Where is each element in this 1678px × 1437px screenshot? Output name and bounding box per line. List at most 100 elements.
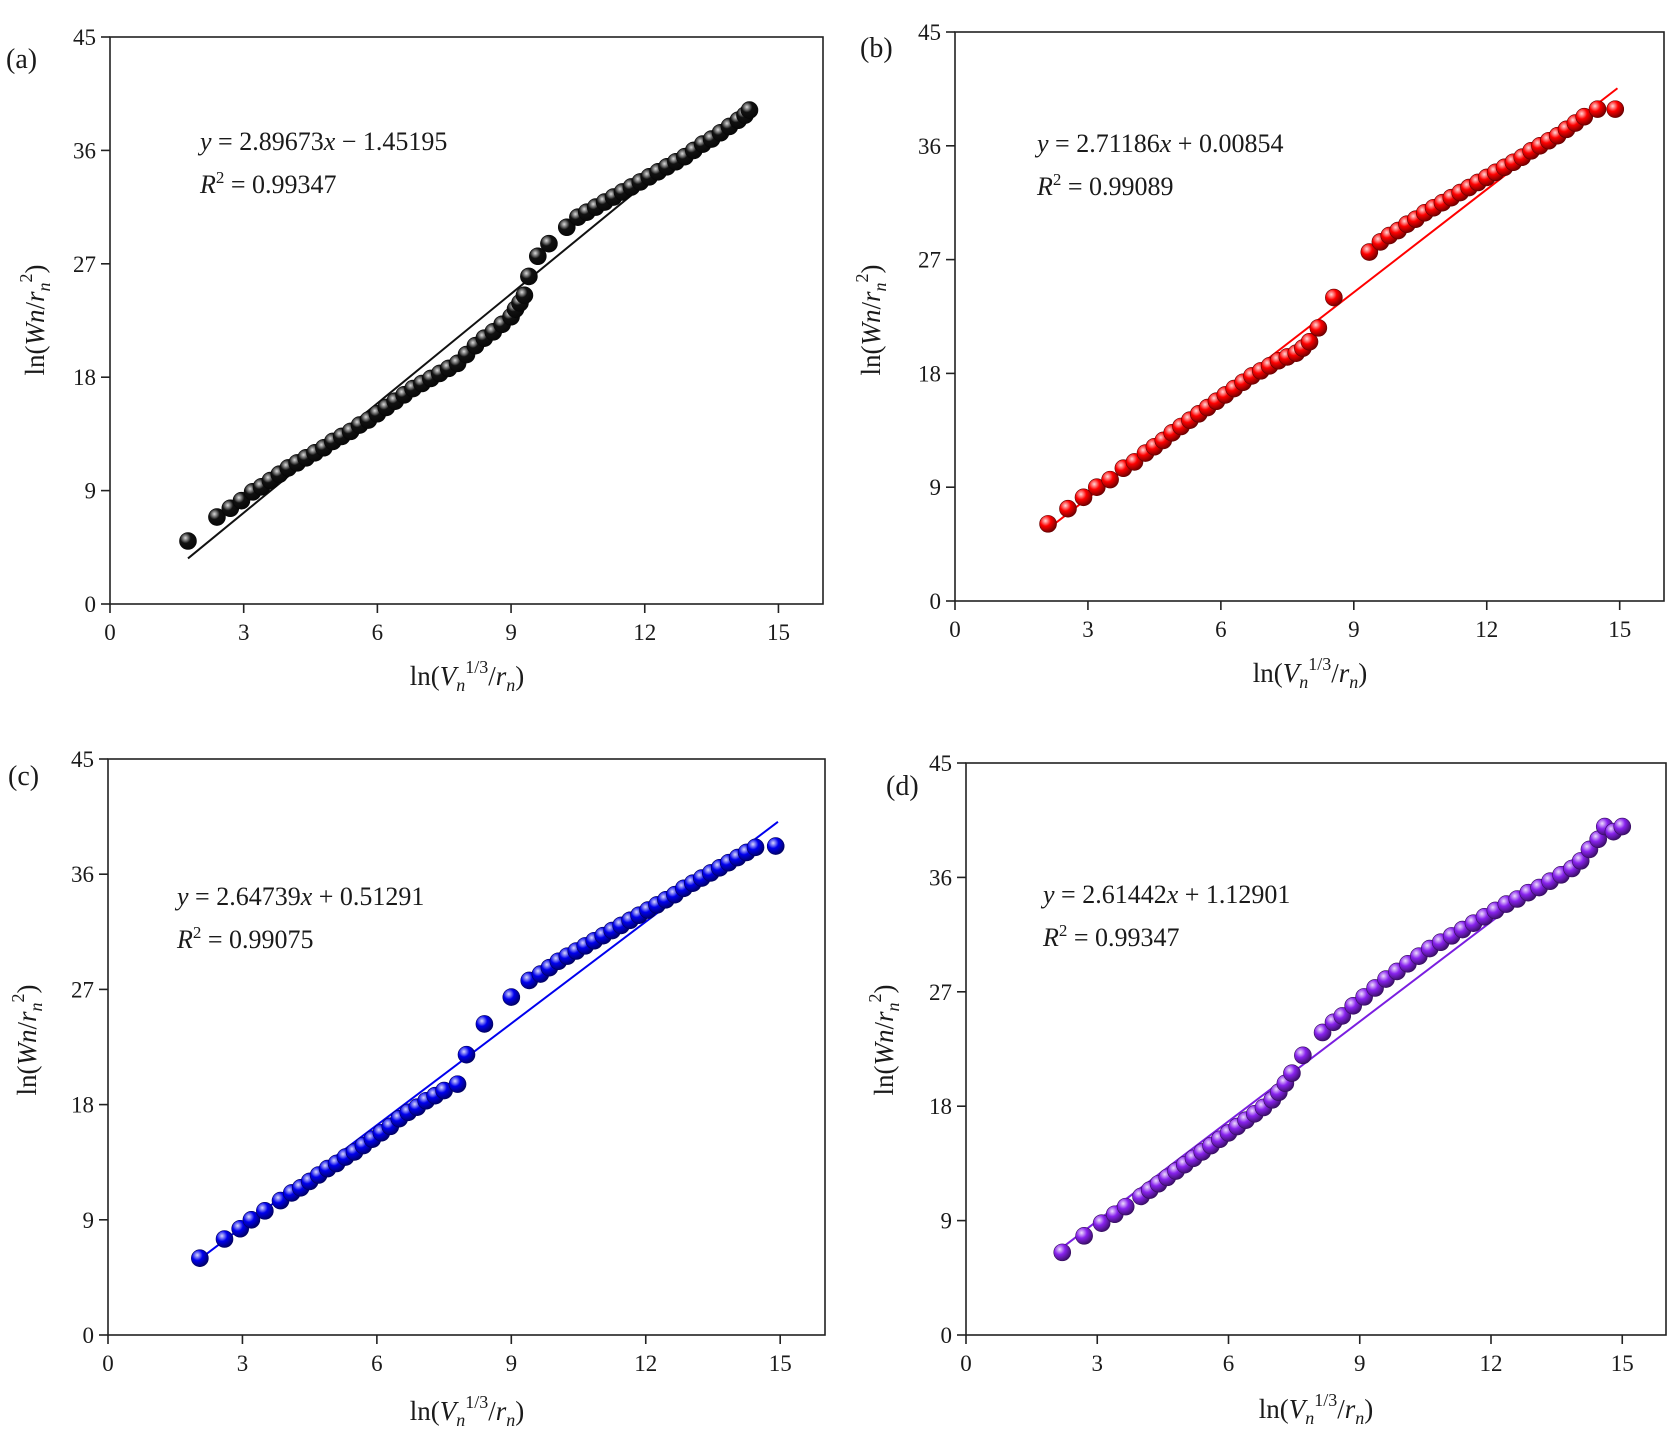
y-tick-label: 0 xyxy=(83,1323,95,1348)
data-point xyxy=(1309,319,1328,337)
x-tick-label: 3 xyxy=(238,620,250,645)
x-axis-label: ln(Vn1/3/rn) xyxy=(1253,654,1368,692)
x-tick-label: 15 xyxy=(1608,617,1631,642)
y-tick-label: 9 xyxy=(930,475,942,500)
x-tick-label: 3 xyxy=(237,1351,249,1376)
x-tick-label: 15 xyxy=(769,1351,792,1376)
plot-frame xyxy=(109,36,824,605)
y-tick-label: 9 xyxy=(85,479,97,504)
data-point xyxy=(520,267,538,286)
data-point xyxy=(1575,107,1594,126)
data-point xyxy=(1606,100,1625,118)
fit-line xyxy=(187,172,659,560)
data-point xyxy=(502,988,521,1006)
y-axis-label: ln(Wn/rn2) xyxy=(16,264,54,375)
data-point xyxy=(1283,1064,1301,1082)
y-tick-label: 36 xyxy=(73,138,96,163)
x-tick-label: 3 xyxy=(1092,1351,1104,1376)
data-point xyxy=(191,1249,209,1267)
data-point xyxy=(766,837,785,855)
x-tick-label: 6 xyxy=(371,1351,383,1376)
y-tick-label: 27 xyxy=(71,977,94,1002)
data-point xyxy=(215,1230,234,1248)
y-axis-label: ln(Wn/rn2) xyxy=(865,984,903,1095)
x-tick-label: 9 xyxy=(1348,617,1360,642)
y-tick-label: 36 xyxy=(929,865,952,890)
y-tick-label: 9 xyxy=(83,1208,95,1233)
y-tick-label: 27 xyxy=(73,252,96,277)
x-tick-label: 0 xyxy=(949,617,961,642)
x-tick-label: 9 xyxy=(1354,1351,1366,1376)
fit-equation: y = 2.64739x + 0.51291 xyxy=(174,882,424,911)
x-axis-label: ln(Vn1/3/rn) xyxy=(1259,1390,1374,1428)
x-axis-label: ln(Vn1/3/rn) xyxy=(410,1392,525,1430)
r-squared: R2 = 0.99089 xyxy=(1036,170,1174,201)
x-tick-label: 12 xyxy=(633,620,656,645)
data-point xyxy=(1101,470,1119,489)
fit-equation: y = 2.71186x + 0.00854 xyxy=(1034,129,1283,158)
data-point xyxy=(1053,1243,1072,1262)
data-point xyxy=(208,508,226,526)
y-tick-label: 45 xyxy=(918,20,941,45)
data-point xyxy=(242,1211,261,1229)
data-point xyxy=(1360,243,1379,261)
data-point xyxy=(457,1045,476,1064)
x-tick-label: 6 xyxy=(1215,617,1227,642)
fit-equation: y = 2.61442x + 1.12901 xyxy=(1040,880,1290,909)
x-tick-label: 15 xyxy=(767,620,790,645)
panel-label: (d) xyxy=(886,771,919,802)
y-tick-label: 18 xyxy=(918,361,941,386)
y-tick-label: 27 xyxy=(929,980,952,1005)
r-squared: R2 = 0.99347 xyxy=(199,168,337,199)
y-tick-label: 9 xyxy=(941,1209,953,1234)
x-tick-label: 9 xyxy=(505,620,517,645)
data-point xyxy=(1588,100,1607,118)
data-point xyxy=(746,838,765,857)
x-tick-label: 12 xyxy=(1475,617,1498,642)
data-point xyxy=(1300,332,1319,351)
data-point xyxy=(1039,515,1057,533)
y-tick-label: 45 xyxy=(73,25,96,50)
r-squared: R2 = 0.99347 xyxy=(1042,921,1180,952)
x-tick-label: 12 xyxy=(634,1351,657,1376)
panel-label: (c) xyxy=(8,761,39,792)
fit-equation: y = 2.89673x − 1.45195 xyxy=(197,127,447,156)
y-axis-label: ln(Wn/rn2) xyxy=(8,984,46,1095)
data-point xyxy=(1059,499,1077,518)
data-point xyxy=(475,1015,494,1033)
data-point xyxy=(1116,1197,1135,1216)
y-tick-label: 0 xyxy=(930,589,942,614)
x-tick-label: 0 xyxy=(960,1351,972,1376)
data-point xyxy=(179,532,197,550)
panel-label: (a) xyxy=(6,44,37,75)
x-tick-label: 15 xyxy=(1611,1351,1634,1376)
data-point xyxy=(1613,817,1632,836)
y-tick-label: 18 xyxy=(929,1094,952,1119)
data-point xyxy=(256,1202,274,1220)
y-tick-label: 18 xyxy=(71,1093,94,1118)
y-tick-label: 0 xyxy=(941,1323,953,1348)
plot-frame xyxy=(954,31,1665,602)
y-tick-label: 36 xyxy=(71,862,94,887)
data-point xyxy=(1074,488,1093,507)
y-tick-label: 0 xyxy=(85,592,97,617)
plot-frame xyxy=(107,758,826,1336)
y-axis-label: ln(Wn/rn2) xyxy=(852,264,890,375)
data-point xyxy=(1088,478,1106,497)
x-tick-label: 9 xyxy=(506,1351,518,1376)
x-tick-label: 0 xyxy=(104,620,116,645)
data-point xyxy=(1092,1214,1111,1232)
plot-frame xyxy=(965,762,1667,1336)
r-squared: R2 = 0.99075 xyxy=(176,923,314,954)
data-point xyxy=(448,1075,467,1093)
data-point xyxy=(1313,1023,1332,1042)
y-tick-label: 18 xyxy=(73,365,96,390)
x-axis-label: ln(Vn1/3/rn) xyxy=(410,657,525,695)
x-tick-label: 6 xyxy=(1223,1351,1235,1376)
y-tick-label: 45 xyxy=(71,747,94,772)
